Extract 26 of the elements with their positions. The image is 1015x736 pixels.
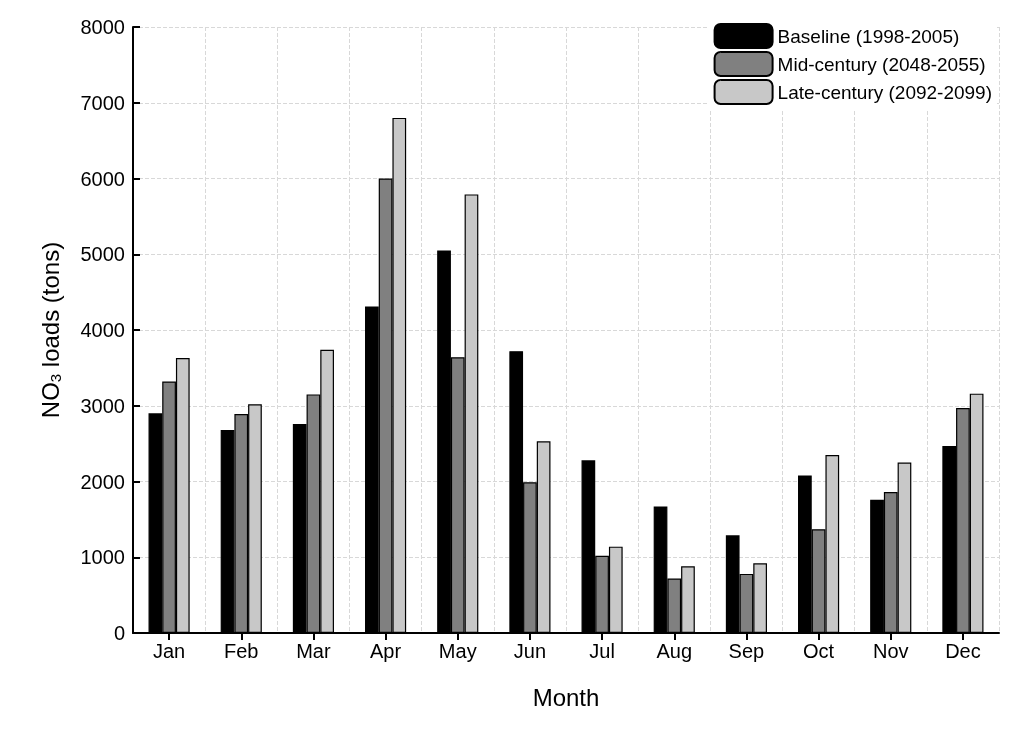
x-axis-title: Month [532,683,600,711]
x-tick-label: Dec [945,640,981,662]
legend-label: Baseline (1998-2005) [777,25,960,47]
legend-label: Mid-century (2048-2055) [777,53,986,75]
x-tick-label: Sep [728,640,765,662]
y-tick-label: 6000 [80,167,125,190]
x-tick-label: Apr [370,640,402,662]
y-tick-label: 8000 [80,16,125,38]
y-tick-label: 4000 [80,319,125,341]
legend-label: Late-century (2092-2099) [777,81,993,103]
y-tick-label: 5000 [80,243,125,266]
x-tick-label: Mar [296,640,331,662]
y-tick-label: 3000 [80,394,125,417]
x-tick-label: Jul [589,640,615,662]
x-tick-label: May [438,640,477,662]
x-tick-label: Jan [152,640,186,662]
y-tick-label: 2000 [80,470,125,493]
x-tick-label: Aug [656,640,693,662]
x-tick-label: Feb [224,640,259,662]
x-tick-label: Oct [803,640,835,662]
y-tick-label: 0 [113,622,125,644]
y-tick-label: 7000 [80,91,125,114]
y-tick-label: 1000 [80,546,125,569]
y-axis-title: NO3 loads (tons) [37,241,64,419]
x-tick-label: Nov [872,640,909,662]
x-tick-label: Jun [513,640,547,662]
